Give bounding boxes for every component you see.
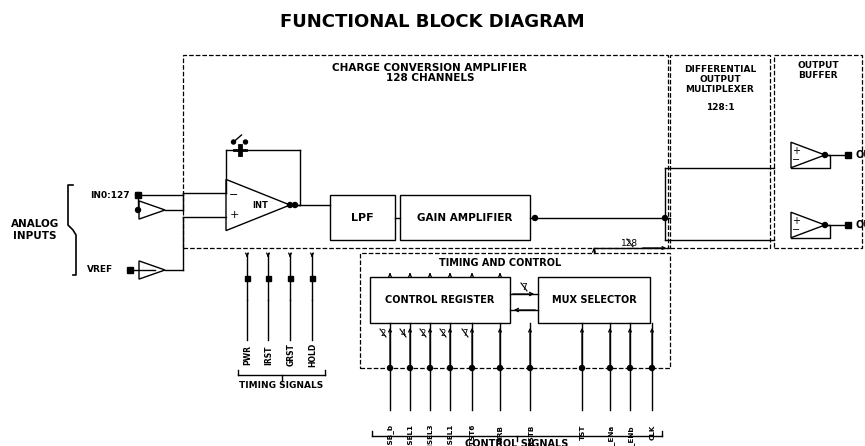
- Text: OUTPUT: OUTPUT: [699, 75, 740, 84]
- Text: OUTLO: OUTLO: [856, 220, 865, 230]
- Circle shape: [136, 193, 140, 198]
- Text: CONTROL SIGNALS: CONTROL SIGNALS: [465, 439, 568, 446]
- Bar: [538, 277, 650, 323]
- Bar: [845, 152, 851, 158]
- Text: −: −: [792, 225, 800, 235]
- Circle shape: [470, 366, 475, 371]
- Circle shape: [663, 215, 668, 220]
- Bar: [310, 276, 315, 281]
- Bar: [287, 276, 292, 281]
- Circle shape: [650, 366, 655, 371]
- Circle shape: [244, 140, 247, 144]
- Circle shape: [627, 366, 632, 371]
- Text: 128: 128: [621, 239, 638, 248]
- Circle shape: [407, 366, 413, 371]
- Circle shape: [232, 140, 235, 144]
- Text: 7: 7: [521, 282, 527, 292]
- Text: CLK: CLK: [650, 425, 656, 440]
- Text: GNSEL0 TO GNSEL3: GNSEL0 TO GNSEL3: [428, 425, 434, 446]
- Bar: [845, 222, 851, 228]
- Text: IN0:127: IN0:127: [90, 190, 130, 199]
- Text: OUTPUT: OUTPUT: [798, 61, 839, 70]
- Text: INT: INT: [252, 201, 268, 210]
- Text: 4: 4: [400, 329, 406, 338]
- Text: CK_ENa: CK_ENa: [607, 425, 614, 446]
- Text: FUNCTIONAL BLOCK DIAGRAM: FUNCTIONAL BLOCK DIAGRAM: [279, 13, 585, 31]
- Text: 2: 2: [420, 329, 426, 338]
- Circle shape: [823, 153, 828, 157]
- Text: TIMING AND CONTROL: TIMING AND CONTROL: [439, 258, 561, 268]
- Circle shape: [447, 366, 452, 371]
- Text: GAIN AMPLIFIER: GAIN AMPLIFIER: [417, 213, 513, 223]
- Bar: [266, 276, 271, 281]
- Circle shape: [427, 366, 432, 371]
- Circle shape: [292, 202, 298, 207]
- Text: GRST: GRST: [286, 343, 296, 367]
- Text: +: +: [792, 216, 800, 226]
- Text: CK_ENb: CK_ENb: [627, 425, 634, 446]
- Text: OUTHI: OUTHI: [856, 150, 865, 160]
- Bar: [127, 267, 133, 273]
- Text: BUFFER: BUFFER: [798, 70, 837, 79]
- Bar: [370, 277, 510, 323]
- Text: WRB: WRB: [498, 425, 504, 444]
- Bar: [400, 195, 530, 240]
- Text: CF1SEL0, CF1SEL1: CF1SEL0, CF1SEL1: [408, 425, 414, 446]
- Bar: [135, 192, 141, 198]
- Text: 128 CHANNELS: 128 CHANNELS: [386, 73, 474, 83]
- Text: 128:1: 128:1: [706, 103, 734, 112]
- Bar: [670, 55, 770, 248]
- Text: −: −: [229, 190, 239, 200]
- Text: MUX SELECTOR: MUX SELECTOR: [552, 295, 637, 305]
- Circle shape: [533, 215, 537, 220]
- Circle shape: [287, 202, 292, 207]
- Text: 2: 2: [440, 329, 445, 338]
- Text: DIFFERENTIAL: DIFFERENTIAL: [684, 66, 756, 74]
- Bar: [245, 276, 249, 281]
- Text: 2: 2: [381, 329, 386, 338]
- Circle shape: [388, 366, 393, 371]
- Circle shape: [607, 366, 612, 371]
- Text: ANALOG
INPUTS: ANALOG INPUTS: [11, 219, 59, 241]
- Circle shape: [823, 223, 828, 227]
- Text: PWR: PWR: [244, 345, 253, 365]
- Bar: [360, 253, 670, 368]
- Text: LPF: LPF: [350, 213, 374, 223]
- Circle shape: [136, 207, 140, 212]
- Text: MULTIPLEXER: MULTIPLEXER: [686, 86, 754, 95]
- Bar: [330, 195, 395, 240]
- Text: +: +: [792, 146, 800, 156]
- Circle shape: [528, 366, 533, 371]
- Bar: [774, 55, 862, 248]
- Text: TST: TST: [580, 425, 586, 441]
- Text: TIMING SIGNALS: TIMING SIGNALS: [240, 380, 324, 389]
- Text: +: +: [229, 210, 239, 220]
- Text: IRST: IRST: [265, 345, 273, 365]
- Text: CSB_a, CSB_b: CSB_a, CSB_b: [388, 425, 394, 446]
- Text: CHARGE CONVERSION AMPLIFIER: CHARGE CONVERSION AMPLIFIER: [332, 63, 528, 73]
- Circle shape: [497, 366, 503, 371]
- Text: HOLD: HOLD: [309, 343, 317, 367]
- Text: RSTB: RSTB: [528, 425, 534, 446]
- Circle shape: [580, 366, 585, 371]
- Text: TST0 TO TST6: TST0 TO TST6: [470, 425, 476, 446]
- Text: 7: 7: [462, 329, 468, 338]
- Text: VREF: VREF: [87, 265, 113, 274]
- Text: CONTROL REGISTER: CONTROL REGISTER: [385, 295, 495, 305]
- Bar: [183, 55, 668, 248]
- Text: FSEL0, FSEL1: FSEL0, FSEL1: [448, 425, 454, 446]
- Text: −: −: [792, 155, 800, 165]
